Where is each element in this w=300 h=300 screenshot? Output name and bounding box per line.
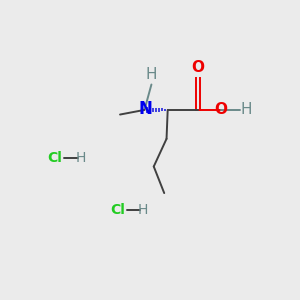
Text: O: O xyxy=(215,102,228,117)
Text: H: H xyxy=(241,102,252,117)
Text: H: H xyxy=(146,67,157,82)
Text: O: O xyxy=(191,60,204,75)
Text: N: N xyxy=(139,100,153,118)
Text: H: H xyxy=(75,152,86,165)
Text: Cl: Cl xyxy=(47,152,62,165)
Text: Cl: Cl xyxy=(110,203,125,218)
Text: H: H xyxy=(138,203,148,218)
